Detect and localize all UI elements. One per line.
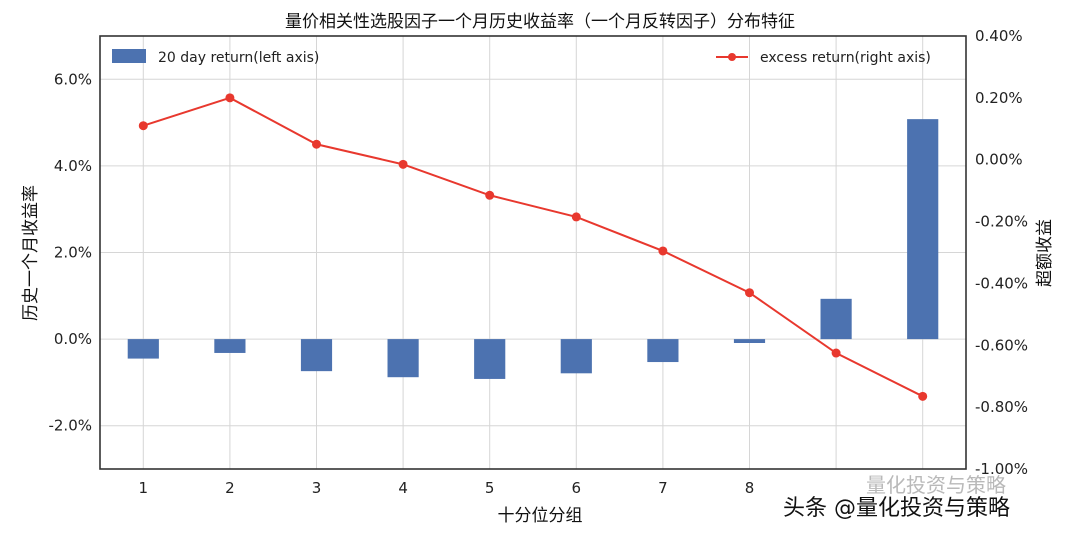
line-point-4 <box>398 159 408 169</box>
x-tick-label: 1 <box>139 479 149 497</box>
plot-frame <box>99 35 967 470</box>
bar-5 <box>474 339 506 379</box>
legend-bar-swatch <box>112 49 146 63</box>
x-tick-label: 2 <box>225 479 235 497</box>
watermark-faint: 量化投资与策略 <box>866 473 1006 497</box>
line-point-7 <box>658 246 668 256</box>
left-tick-label: 2.0% <box>54 244 92 262</box>
x-tick-label: 6 <box>572 479 582 497</box>
left-tick-label: 0.0% <box>54 330 92 348</box>
legend-bar-label: 20 day return(left axis) <box>158 50 319 66</box>
line-point-6 <box>571 212 581 222</box>
x-tick-label: 4 <box>398 479 408 497</box>
bar-6 <box>560 339 592 374</box>
bar-series <box>127 119 939 379</box>
right-tick-label: 0.20% <box>975 89 1023 107</box>
bar-4 <box>387 339 419 378</box>
line-point-3 <box>312 139 321 149</box>
legend: 20 day return(left axis) excess return(r… <box>112 49 931 66</box>
bar-3 <box>300 339 333 372</box>
x-axis-ticks: 1 2 3 4 5 6 7 8 <box>139 479 755 497</box>
line-point-10 <box>918 391 928 401</box>
watermark-account: 头条 @量化投资与策略 <box>783 496 1010 521</box>
bar-9 <box>820 298 852 340</box>
line-series <box>138 93 928 401</box>
x-tick-label: 5 <box>485 479 495 497</box>
line-point-9 <box>831 348 841 358</box>
bar-1 <box>127 339 159 359</box>
left-tick-label: -2.0% <box>48 417 92 435</box>
left-tick-label: 4.0% <box>54 157 92 175</box>
bar-2 <box>214 339 246 353</box>
left-axis-ticks: -2.0% 0.0% 2.0% 4.0% 6.0% <box>48 70 92 434</box>
right-tick-label: 0.40% <box>975 27 1023 45</box>
right-tick-label: -1.00% <box>975 460 1028 478</box>
x-tick-label: 3 <box>312 479 322 497</box>
bar-10 <box>907 119 939 340</box>
bar-8 <box>733 339 766 343</box>
legend-line-marker <box>728 53 736 61</box>
line-point-8 <box>745 288 754 298</box>
right-tick-label: -0.20% <box>975 213 1028 231</box>
legend-line-label: excess return(right axis) <box>760 50 931 66</box>
x-axis-label: 十分位分组 <box>498 506 583 526</box>
right-axis-ticks: -1.00% -0.80% -0.60% -0.40% -0.20% 0.00% 0.20%… <box>975 27 1028 478</box>
right-axis-label: 超额收益 <box>1035 219 1055 287</box>
chart-title: 量价相关性选股因子一个月历史收益率（一个月反转因子）分布特征 <box>285 12 795 32</box>
right-tick-label: 0.00% <box>975 151 1023 169</box>
grid-lines <box>100 36 966 469</box>
x-tick-label: 7 <box>658 479 668 497</box>
right-tick-label: -0.80% <box>975 398 1028 416</box>
excess-return-line <box>142 96 924 398</box>
line-point-2 <box>225 93 235 103</box>
watermark: 量化投资与策略 头条 @量化投资与策略 <box>783 473 1010 521</box>
x-tick-label: 8 <box>745 479 755 497</box>
left-tick-label: 6.0% <box>54 70 92 88</box>
bar-7 <box>647 339 679 363</box>
line-point-5 <box>485 190 495 200</box>
right-tick-label: -0.60% <box>975 336 1028 354</box>
right-tick-label: -0.40% <box>975 274 1028 292</box>
line-point-1 <box>138 121 148 131</box>
left-axis-label: 历史一个月收益率 <box>21 185 41 321</box>
